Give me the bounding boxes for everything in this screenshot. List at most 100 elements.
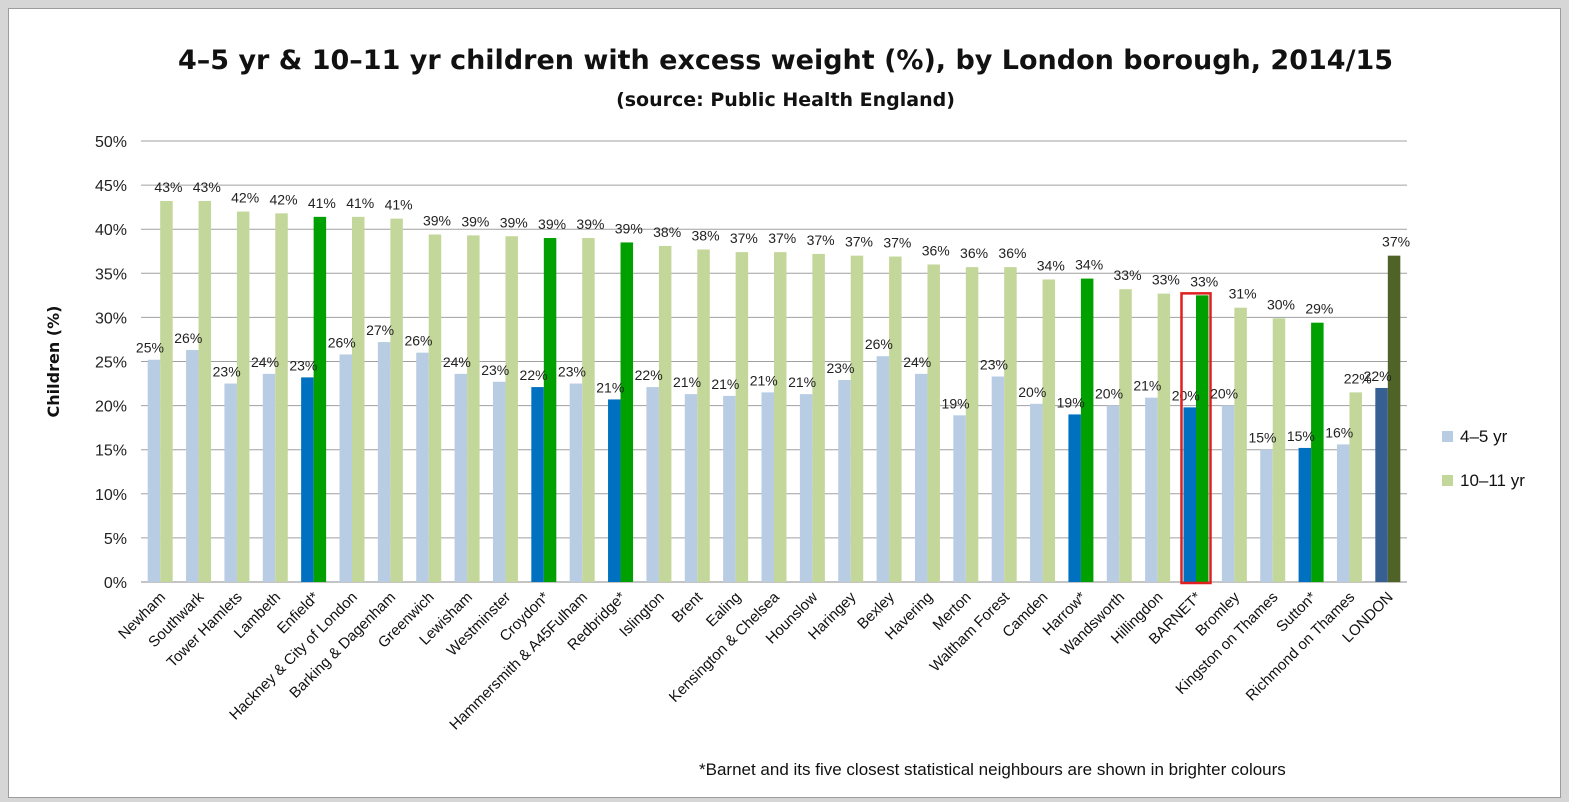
data-label-4-5yr: 23% [213,364,241,380]
data-label-10-11yr: 37% [730,230,758,246]
bar-10-11yr [889,256,902,582]
data-label-10-11yr: 41% [346,195,374,211]
chart-frame: 4–5 yr & 10–11 yr children with excess w… [8,8,1561,798]
data-label-4-5yr: 22% [1364,368,1392,384]
bar-10-11yr [1042,279,1056,582]
data-label-10-11yr: 43% [154,179,182,195]
data-label-10-11yr: 38% [653,224,681,240]
data-label-4-5yr: 21% [750,372,778,388]
data-label-10-11yr: 30% [1267,296,1295,312]
data-label-10-11yr: 37% [883,235,911,251]
bar-4-5yr [991,376,1005,582]
bar-10-11yr [582,238,595,582]
bar-10-11yr [1272,318,1286,582]
bar-10-11yr [236,211,250,582]
data-label-4-5yr: 15% [1287,428,1315,444]
data-label-4-5yr: 22% [520,367,548,383]
bar-4-5yr [1375,387,1388,582]
footnote: *Barnet and its five closest statistical… [699,760,1286,779]
data-label-4-5yr: 23% [481,362,509,378]
data-label-10-11yr: 34% [1075,257,1103,273]
bar-4-5yr [914,373,928,582]
data-label-4-5yr: 24% [251,354,279,370]
y-tick-label: 15% [95,443,127,460]
data-label-4-5yr: 20% [1172,387,1200,403]
bar-10-11yr [467,235,480,582]
bar-10-11yr [1196,295,1209,582]
data-label-4-5yr: 21% [1133,378,1161,394]
legend-label-4-5yr: 4–5 yr [1460,427,1508,446]
y-axis-label: Children (%) [44,306,63,418]
data-label-4-5yr: 22% [635,367,663,383]
data-label-4-5yr: 23% [289,357,317,373]
chart-title: 4–5 yr & 10–11 yr children with excess w… [177,45,1394,76]
bar-4-5yr [1260,449,1273,582]
data-label-10-11yr: 39% [538,216,566,232]
data-label-4-5yr: 23% [826,360,854,376]
data-label-10-11yr: 33% [1114,267,1142,283]
data-label-10-11yr: 31% [1229,286,1257,302]
data-label-4-5yr: 21% [788,374,816,390]
y-tick-label: 20% [95,399,127,416]
bar-4-5yr [569,383,583,582]
data-label-4-5yr: 21% [711,376,739,392]
data-label-4-5yr: 19% [942,395,970,411]
bar-10-11yr [1234,307,1247,582]
legend-swatch-4-5yr [1442,431,1453,442]
bar-4-5yr [377,342,391,582]
bar-4-5yr [608,399,621,582]
data-label-10-11yr: 33% [1152,272,1180,288]
bar-10-11yr [1387,255,1401,582]
data-label-10-11yr: 37% [845,234,873,250]
data-label-10-11yr: 33% [1190,273,1218,289]
data-label-4-5yr: 20% [1018,384,1046,400]
bar-4-5yr [1030,403,1043,582]
data-label-4-5yr: 24% [903,354,931,370]
data-label-4-5yr: 25% [136,340,164,356]
y-tick-label: 0% [104,575,127,592]
data-label-4-5yr: 24% [443,354,471,370]
data-label-4-5yr: 20% [1095,386,1123,402]
bar-4-5yr [953,415,966,582]
bar-10-11yr [505,236,518,583]
bar-4-5yr [1221,405,1235,582]
y-tick-label: 35% [95,266,127,283]
data-label-4-5yr: 20% [1210,386,1238,402]
data-label-10-11yr: 39% [576,216,604,232]
y-tick-label: 40% [95,222,127,239]
bar-10-11yr [1119,289,1132,582]
bar-10-11yr [390,218,403,582]
bar-4-5yr [799,394,813,582]
bar-4-5yr [186,350,199,582]
bar-10-11yr [160,200,173,582]
bar-chart: 0% 5% 10% 15% 20% 25% 30% 35% 40% 45% 50% Children … [44,134,1525,779]
bar-4-5yr [301,377,314,582]
bar-4-5yr [761,392,774,582]
data-label-10-11yr: 36% [922,242,950,258]
data-label-10-11yr: 34% [1037,257,1065,273]
bar-4-5yr [684,394,698,582]
data-label-4-5yr: 21% [673,374,701,390]
bar-10-11yr [198,200,212,582]
bar-10-11yr [812,253,825,582]
data-label-10-11yr: 37% [768,230,796,246]
data-label-4-5yr: 23% [980,356,1008,372]
data-label-4-5yr: 26% [174,330,202,346]
y-tick-label: 50% [95,134,127,151]
data-label-10-11yr: 41% [385,197,413,213]
bar-4-5yr [646,387,659,582]
data-label-10-11yr: 42% [270,191,298,207]
bar-4-5yr [1068,414,1081,582]
data-label-10-11yr: 38% [692,227,720,243]
data-label-4-5yr: 26% [865,336,893,352]
bar-10-11yr [927,264,940,582]
legend-swatch-10-11yr [1442,475,1453,486]
y-tick-label: 10% [95,487,127,504]
bar-4-5yr [1106,405,1120,582]
y-tick-label: 25% [95,355,127,372]
data-label-10-11yr: 36% [960,245,988,261]
bar-10-11yr [965,267,979,582]
bar-10-11yr [850,255,864,582]
data-label-4-5yr: 26% [328,334,356,350]
bar-4-5yr [416,352,429,582]
